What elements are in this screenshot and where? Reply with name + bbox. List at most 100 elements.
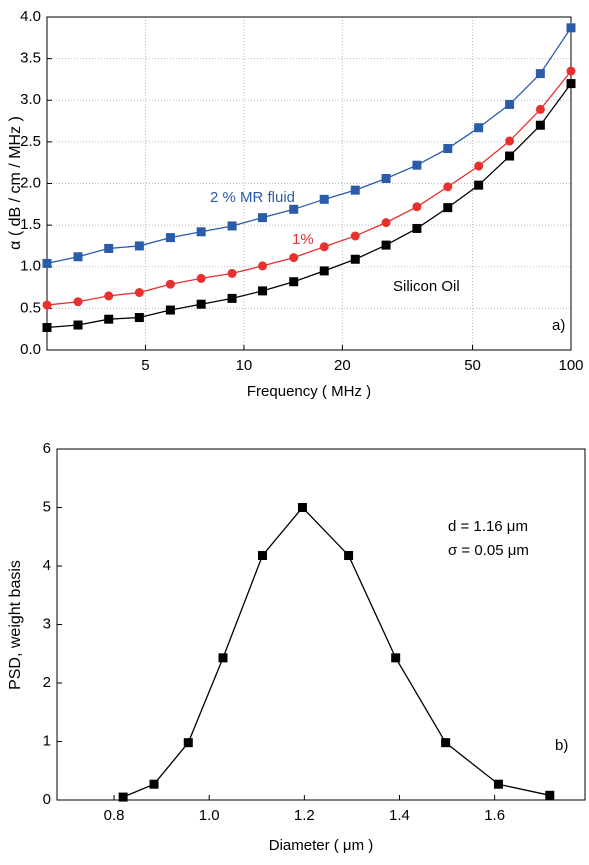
y-tick-label: 2 — [43, 674, 51, 691]
marker — [381, 240, 391, 250]
marker — [566, 66, 576, 76]
marker — [104, 291, 114, 301]
annotation: σ = 0.05 μm — [448, 542, 529, 559]
marker — [412, 160, 422, 170]
marker — [535, 104, 545, 114]
x-tick-label: 1.2 — [294, 807, 315, 824]
marker — [42, 323, 52, 333]
marker — [104, 243, 114, 253]
y-tick-label: 0.0 — [20, 341, 41, 358]
marker — [412, 223, 422, 233]
y-tick-label: 1 — [43, 732, 51, 749]
plot-frame — [56, 448, 586, 801]
marker — [196, 227, 206, 237]
marker — [118, 792, 128, 802]
marker — [165, 233, 175, 243]
y-tick-label: 1.0 — [20, 258, 41, 275]
marker — [227, 268, 237, 278]
x-tick-label: 1.0 — [199, 807, 220, 824]
marker — [545, 790, 555, 800]
marker — [134, 313, 144, 323]
marker — [566, 23, 576, 33]
x-axis-label: Diameter ( μm ) — [269, 837, 373, 854]
marker — [227, 221, 237, 231]
series-line — [46, 70, 572, 306]
marker — [319, 194, 329, 204]
y-tick-label: 4.0 — [20, 8, 41, 25]
y-tick-label: 0 — [43, 791, 51, 808]
y-tick-label: 3.5 — [20, 50, 41, 67]
y-tick-label: 6 — [43, 440, 51, 457]
series-line — [46, 27, 572, 265]
marker — [149, 779, 159, 789]
marker — [505, 136, 515, 146]
x-tick-label: 1.4 — [389, 807, 410, 824]
marker — [505, 151, 515, 161]
marker — [350, 254, 360, 264]
marker — [350, 185, 360, 195]
series-label: 1% — [292, 231, 314, 248]
x-tick-label: 10 — [236, 357, 253, 374]
marker — [535, 69, 545, 79]
marker — [134, 241, 144, 251]
x-tick-label: 20 — [334, 357, 351, 374]
marker — [257, 550, 267, 560]
y-tick-label: 1.5 — [20, 216, 41, 233]
marker — [443, 203, 453, 213]
marker — [258, 213, 268, 223]
marker — [42, 258, 52, 268]
marker — [319, 242, 329, 252]
marker — [42, 300, 52, 310]
marker — [196, 299, 206, 309]
marker — [196, 273, 206, 283]
marker — [183, 738, 193, 748]
y-tick-label: 0.5 — [20, 299, 41, 316]
series-line — [46, 83, 572, 329]
marker — [505, 99, 515, 109]
marker — [165, 305, 175, 315]
y-tick-label: 3 — [43, 615, 51, 632]
annotation: d = 1.16 μm — [448, 518, 528, 535]
marker — [535, 120, 545, 130]
marker — [319, 266, 329, 276]
plot-frame — [46, 16, 572, 351]
marker — [289, 253, 299, 263]
x-axis-label: Frequency ( MHz ) — [247, 383, 371, 400]
marker — [218, 653, 228, 663]
x-tick-label: 1.6 — [484, 807, 505, 824]
y-tick-label: 4 — [43, 557, 51, 574]
marker — [474, 123, 484, 133]
marker — [73, 320, 83, 330]
y-tick-label: 2.0 — [20, 174, 41, 191]
series-label: 2 % MR fluid — [210, 189, 295, 206]
annotation: a) — [552, 317, 565, 334]
marker — [566, 79, 576, 89]
marker — [474, 161, 484, 171]
y-axis-label: PSD, weight basis — [7, 560, 24, 690]
annotation: b) — [555, 737, 568, 754]
marker — [73, 297, 83, 307]
marker — [381, 218, 391, 228]
marker — [165, 279, 175, 289]
marker — [134, 288, 144, 298]
marker — [289, 277, 299, 287]
marker — [104, 314, 114, 324]
marker — [441, 738, 451, 748]
marker — [412, 202, 422, 212]
y-tick-label: 5 — [43, 498, 51, 515]
marker — [443, 144, 453, 154]
marker — [474, 180, 484, 190]
y-tick-label: 3.0 — [20, 91, 41, 108]
x-tick-label: 100 — [558, 357, 583, 374]
marker — [344, 550, 354, 560]
marker — [227, 293, 237, 303]
marker — [391, 653, 401, 663]
y-axis-label: α ( dB / cm / MHz ) — [7, 116, 24, 250]
x-tick-label: 50 — [464, 357, 481, 374]
marker — [350, 231, 360, 241]
x-tick-label: 0.8 — [104, 807, 125, 824]
marker — [289, 204, 299, 214]
marker — [493, 779, 503, 789]
